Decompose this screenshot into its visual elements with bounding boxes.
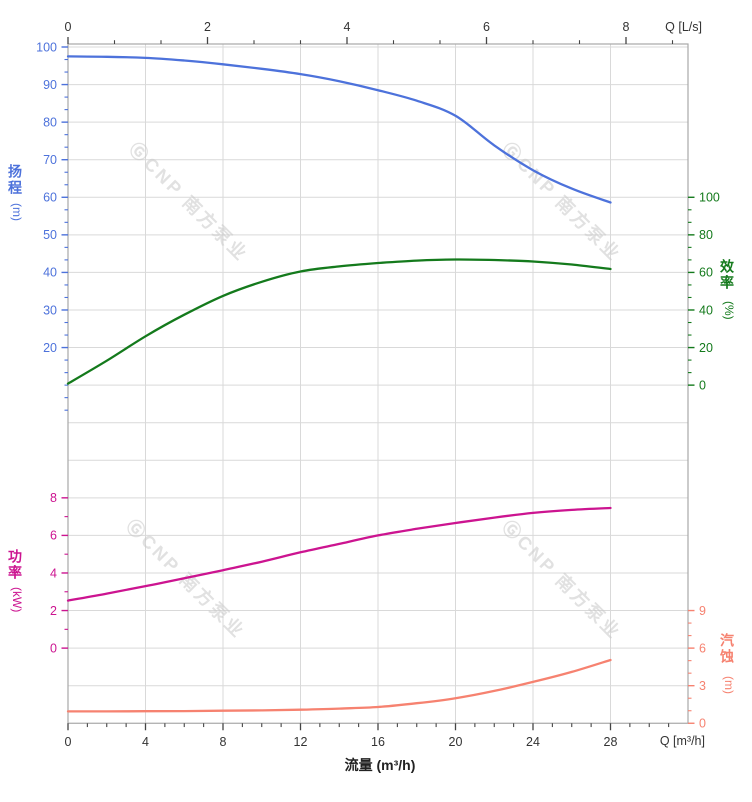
head-axis-unit: (m)	[10, 203, 24, 221]
bottom-axis-tick-label: 12	[294, 735, 308, 749]
head-tick-label: 80	[43, 115, 57, 129]
eff-tick-label: 40	[699, 303, 713, 317]
top-axis-tick-label: 2	[204, 20, 211, 34]
cnp-watermark: ⒼCNP 南方泵业	[125, 138, 253, 266]
bottom-axis-tick-label: 28	[604, 735, 618, 749]
head-axis-title: 扬程	[7, 164, 23, 196]
eff-tick-label: 100	[699, 191, 720, 205]
power-tick-label: 4	[50, 566, 57, 580]
bottom-axis-tick-label: 16	[371, 735, 385, 749]
npsh-tick-label: 0	[699, 717, 706, 731]
top-axis-unit-label: Q [L/s]	[665, 20, 702, 34]
power-curve	[66, 506, 612, 602]
eff-tick-label: 20	[699, 341, 713, 355]
eff-tick-label: 80	[699, 228, 713, 242]
head-tick-label: 90	[43, 78, 57, 92]
power-axis-title: 功率	[7, 549, 23, 581]
bottom-axis-tick-label: 0	[65, 735, 72, 749]
power-tick-label: 2	[50, 604, 57, 618]
power-tick-label: 0	[50, 641, 57, 655]
npsh-curve	[66, 658, 612, 713]
bottom-axis-unit-label: Q [m³/h]	[660, 734, 705, 748]
efficiency-curve	[66, 258, 612, 385]
npsh-axis-title: 汽蚀	[719, 633, 735, 665]
eff-tick-label: 60	[699, 266, 713, 280]
top-axis-tick-label: 8	[623, 20, 630, 34]
head-tick-label: 60	[43, 191, 57, 205]
power-tick-label: 6	[50, 529, 57, 543]
top-axis-tick-label: 6	[483, 20, 490, 34]
head-tick-label: 40	[43, 266, 57, 280]
power-axis-unit: (kW)	[10, 587, 24, 613]
axis-ticks: 1009080706050403020100806040200864209630…	[36, 20, 720, 749]
bottom-axis-tick-label: 4	[142, 735, 149, 749]
power-tick-label: 8	[50, 491, 57, 505]
top-axis-tick-label: 0	[65, 20, 72, 34]
bottom-axis-tick-label: 20	[449, 735, 463, 749]
pump-curves	[66, 55, 612, 713]
npsh-axis-unit: (m)	[722, 676, 736, 694]
top-axis-tick-label: 4	[344, 20, 351, 34]
efficiency-axis-title: 效率	[719, 259, 735, 291]
bottom-axis-tick-label: 8	[220, 735, 227, 749]
head-tick-label: 50	[43, 228, 57, 242]
head-tick-label: 20	[43, 341, 57, 355]
flow-axis-title: 流量 (m³/h)	[344, 757, 416, 773]
head-tick-label: 100	[36, 40, 57, 54]
npsh-tick-label: 3	[699, 679, 706, 693]
npsh-tick-label: 9	[699, 604, 706, 618]
head-tick-label: 30	[43, 303, 57, 317]
gridlines	[68, 44, 688, 724]
head-curve	[66, 55, 612, 204]
efficiency-axis-unit: (%)	[722, 301, 736, 320]
head-tick-label: 70	[43, 153, 57, 167]
bottom-axis-tick-label: 24	[526, 735, 540, 749]
eff-tick-label: 0	[699, 378, 706, 392]
npsh-tick-label: 6	[699, 641, 706, 655]
